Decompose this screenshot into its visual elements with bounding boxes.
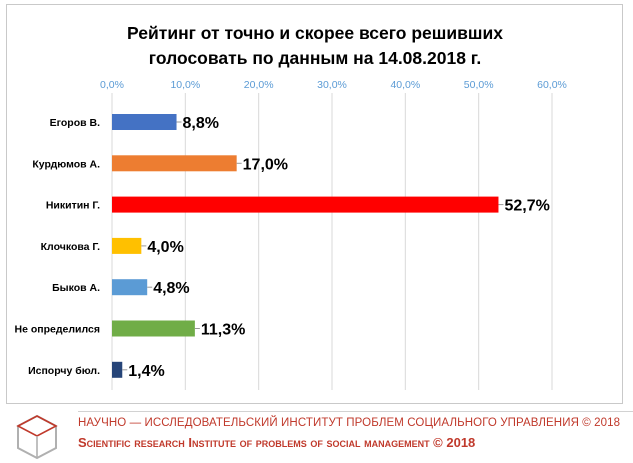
bar-chart: Рейтинг от точно и скорее всего решивших… — [15, 23, 567, 390]
bar — [112, 155, 237, 172]
category-label: Курдюмов А. — [32, 158, 100, 170]
category-label: Не определился — [15, 324, 100, 336]
value-label: 11,3% — [201, 322, 245, 339]
bar — [112, 320, 195, 337]
x-tick-label: 50,0% — [464, 79, 494, 91]
category-label: Быков А. — [52, 282, 100, 294]
x-tick-label: 40,0% — [390, 79, 420, 91]
bar — [112, 237, 142, 254]
bars — [112, 114, 499, 378]
value-label: 1,4% — [128, 363, 164, 380]
chart-title-line1: Рейтинг от точно и скорее всего решивших — [127, 23, 503, 43]
x-tick-label: 20,0% — [244, 79, 274, 91]
chart-frame: Рейтинг от точно и скорее всего решивших… — [6, 4, 623, 404]
chart-title-line2: голосовать по данным на 14.08.2018 г. — [149, 48, 481, 68]
category-labels: Егоров В. Курдюмов А. Никитин Г. Клочкова Г… — [15, 117, 101, 377]
bar — [112, 279, 148, 296]
bar — [112, 361, 123, 378]
category-label: Егоров В. — [50, 117, 100, 129]
x-tick-label: 10,0% — [170, 79, 200, 91]
institute-logo-icon — [16, 414, 58, 460]
footer-divider — [78, 411, 633, 412]
value-label: 52,7% — [504, 198, 549, 215]
footer-text-ru: НАУЧНО — ИССЛЕДОВАТЕЛЬСКИЙ ИНСТИТУТ ПРОБ… — [78, 417, 621, 429]
value-labels: 8,8% 17,0% 52,7% 4,0% 4,8% 11,3% 1,4% — [122, 115, 550, 380]
bar — [112, 196, 499, 213]
bar — [112, 114, 177, 130]
footer-text-en: Scientific research Institute of problem… — [78, 435, 476, 450]
x-tick-label: 30,0% — [317, 79, 347, 91]
category-label: Испорчу бюл. — [28, 365, 100, 377]
value-label: 8,8% — [183, 115, 219, 132]
footer: НАУЧНО — ИССЛЕДОВАТЕЛЬСКИЙ ИНСТИТУТ ПРОБ… — [0, 405, 633, 463]
value-label: 4,8% — [153, 280, 189, 297]
gridlines — [111, 93, 553, 390]
category-label: Никитин Г. — [46, 200, 100, 212]
value-label: 17,0% — [243, 156, 288, 173]
x-tick-label: 60,0% — [537, 79, 567, 91]
category-label: Клочкова Г. — [41, 241, 100, 253]
x-axis-ticks: 0,0% 10,0% 20,0% 30,0% 40,0% 50,0% 60,0% — [100, 79, 567, 91]
x-tick-label: 0,0% — [100, 79, 124, 91]
value-label: 4,0% — [147, 239, 183, 256]
